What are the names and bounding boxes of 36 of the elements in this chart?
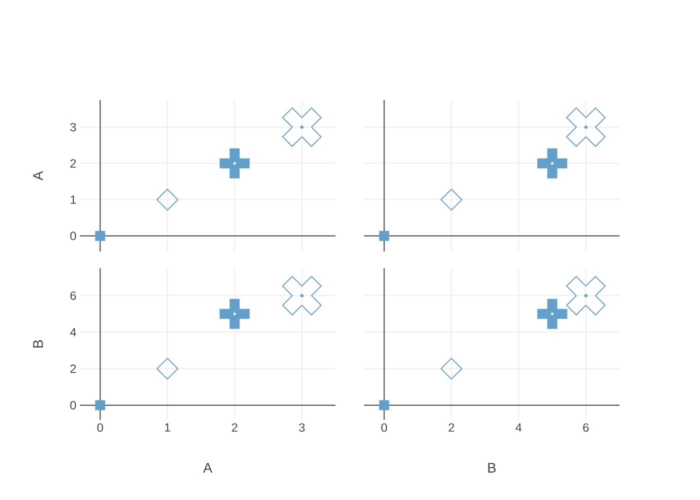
y-tick-label: 1 (70, 196, 76, 204)
point (537, 298, 568, 329)
y-tick-label: 4 (70, 328, 76, 336)
y-tick-label: 3 (70, 122, 76, 132)
point (379, 400, 390, 410)
point (95, 230, 106, 241)
point (95, 400, 106, 410)
point (566, 276, 606, 316)
point (156, 188, 178, 211)
point (156, 358, 178, 380)
x-axis-title: A (203, 463, 212, 473)
y-axis-title: B (33, 340, 43, 348)
y-tick-label: 0 (70, 400, 76, 410)
x-tick-label: 1 (164, 423, 170, 432)
x-tick-label: 0 (381, 423, 388, 432)
point (282, 276, 322, 316)
y-tick-label: 0 (70, 232, 76, 240)
x-tick-label: 0 (97, 423, 104, 432)
point (440, 358, 462, 380)
point (566, 107, 606, 147)
x-axis-title: B (488, 463, 496, 473)
x-tick-label: 4 (516, 423, 522, 432)
point (220, 148, 250, 178)
x-tick-label: 6 (583, 423, 589, 432)
point (220, 298, 250, 329)
x-tick-label: 2 (448, 423, 454, 432)
y-tick-label: 6 (70, 291, 76, 300)
y-axis-title: A (33, 171, 43, 180)
y-tick-label: 2 (70, 159, 76, 168)
x-tick-label: 2 (232, 423, 238, 432)
x-tick-label: 3 (299, 423, 305, 432)
point (379, 230, 390, 241)
point (282, 107, 322, 147)
point (440, 188, 462, 211)
y-tick-label: 2 (70, 364, 76, 373)
point (537, 148, 568, 178)
